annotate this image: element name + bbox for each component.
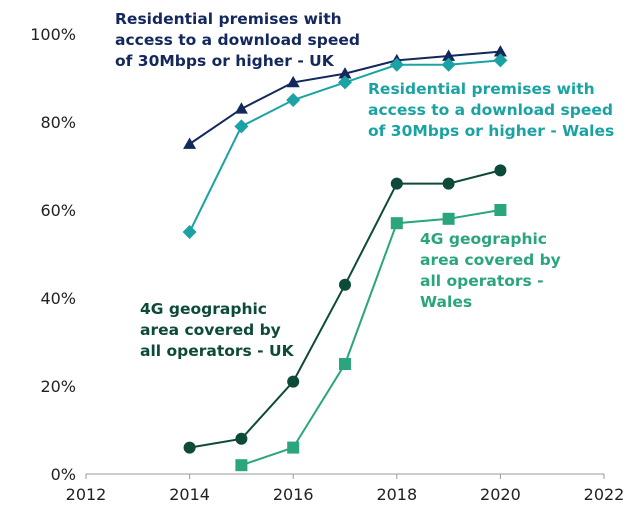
data-point-square [442, 212, 455, 225]
data-point-circle [390, 177, 403, 190]
x-tick-label: 2014 [169, 485, 210, 504]
data-point-circle [287, 375, 300, 388]
data-point-diamond [441, 57, 456, 72]
y-tick-label: 80% [40, 113, 76, 132]
series-label-line: of 30Mbps or higher - UK [115, 52, 335, 70]
data-point-square [287, 441, 300, 454]
series-label-line: 4G geographic [140, 300, 267, 318]
data-point-circle [183, 441, 196, 454]
series-label-1: Residential premises with access to a dow… [368, 80, 614, 140]
data-point-diamond [286, 93, 301, 107]
data-point-square [390, 217, 403, 230]
series-group [182, 45, 508, 472]
x-tick-label: 2020 [480, 485, 521, 504]
series-label-line: access to a download speed [115, 31, 360, 49]
series-label-line: Wales [420, 293, 472, 311]
data-point-diamond [338, 75, 352, 90]
data-point-diamond [234, 119, 249, 134]
y-tick-label: 60% [40, 201, 76, 220]
x-tick-label: 2012 [66, 485, 107, 504]
data-point-diamond [389, 57, 404, 72]
series-label-line: Residential premises with [368, 80, 595, 98]
series-label-line: area covered by [420, 251, 561, 269]
series-label-line: of 30Mbps or higher - Wales [368, 122, 614, 140]
series-label-line: Residential premises with [115, 10, 342, 28]
data-point-circle [442, 177, 455, 190]
x-tick-label: 2018 [376, 485, 417, 504]
series-label-line: 4G geographic [420, 230, 547, 248]
series-line [241, 209, 501, 467]
y-tick-label: 20% [40, 377, 76, 396]
x-tick-label: 2022 [584, 485, 625, 504]
data-point-diamond [182, 225, 197, 239]
series-label-0: Residential premises with access to a dow… [115, 10, 360, 70]
data-point-triangle [442, 49, 456, 61]
data-point-square [339, 358, 351, 370]
data-point-triangle [493, 45, 507, 57]
x-tick-label: 2016 [273, 485, 314, 504]
data-point-triangle [286, 75, 300, 88]
data-point-square [235, 459, 248, 472]
series-label-line: all operators - UK [140, 342, 295, 360]
series-label-line: all operators - [420, 272, 544, 290]
series-label-2: 4G geographic area covered by all operator… [140, 300, 295, 360]
series-3 [235, 204, 507, 472]
data-point-circle [235, 432, 248, 445]
data-point-triangle [234, 102, 248, 114]
data-point-diamond [493, 53, 508, 68]
data-point-square [494, 204, 507, 216]
data-point-triangle [338, 67, 352, 79]
data-point-circle [339, 278, 351, 291]
series-labels: Residential premises with access to a dow… [115, 10, 614, 360]
series-1 [182, 53, 508, 239]
series-label-line: access to a download speed [368, 101, 613, 119]
y-tick-label: 100% [30, 25, 76, 44]
series-2 [183, 164, 507, 454]
y-tick-label: 40% [40, 289, 76, 308]
y-tick-label: 0% [51, 465, 76, 484]
axes: 2012 2014 2016 2018 2020 2022 0% 20% 40% 60% 80% 10… [30, 25, 624, 504]
series-label-line: area covered by [140, 321, 281, 339]
series-label-3: 4G geographic area covered by all operator… [420, 230, 561, 311]
data-point-triangle [183, 137, 197, 149]
data-point-circle [494, 164, 507, 177]
